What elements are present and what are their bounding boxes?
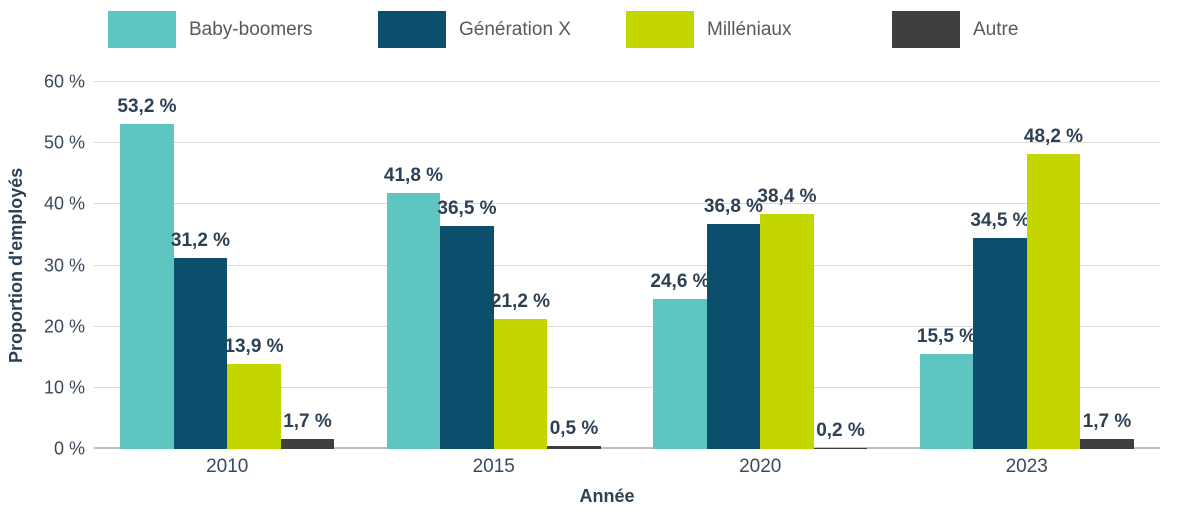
y-tick-label: 10 %	[43, 377, 85, 398]
legend-swatch-baby-boomers	[108, 11, 176, 48]
gridline	[94, 386, 1160, 388]
gridline	[94, 81, 1160, 82]
bar-baby-boomers-2023	[919, 354, 974, 449]
bar-value-label: 36,5 %	[437, 197, 497, 219]
legend-swatch-milleniaux	[626, 11, 694, 48]
gridline	[94, 203, 1160, 205]
bar-value-label: 36,8 %	[703, 195, 764, 217]
bar-milleniaux-2010	[227, 363, 281, 449]
x-tick-label-2010: 2010	[206, 456, 249, 477]
bar-value-label: 13,9 %	[224, 335, 284, 357]
bar-generation-x-2010	[173, 258, 228, 449]
x-tick-label-2020: 2020	[739, 456, 782, 477]
gridline	[94, 264, 1160, 266]
bar-value-label: 0,5 %	[549, 417, 599, 439]
y-tick-label: 30 %	[43, 255, 85, 275]
bar-autre-2010	[280, 438, 335, 449]
legend-item-autre: Autre	[892, 11, 1018, 48]
legend-item-milleniaux: Milléniaux	[626, 11, 791, 48]
y-tick-label: 50 %	[43, 132, 85, 153]
bar-baby-boomers-2010	[120, 123, 174, 449]
y-tick-label: 40 %	[43, 193, 85, 214]
plot-area: 53,2 % 31,2 % 13,9 % 1,7 % 41,8 % 36,5 % 21,2 …	[94, 81, 1160, 449]
bar-autre-2023	[1080, 438, 1134, 449]
bar-value-label: 48,2 %	[1023, 126, 1084, 148]
legend-swatch-autre	[892, 11, 960, 48]
bar-baby-boomers-2020	[653, 298, 707, 449]
bar-value-label: 0,2 %	[816, 419, 865, 441]
y-tick-label: 0 %	[53, 438, 85, 459]
x-axis-title: Année	[579, 486, 635, 506]
bar-value-label: 38,4 %	[757, 186, 817, 208]
bar-value-label: 21,2 %	[490, 291, 551, 313]
y-axis-tick-labels: 0 % 10 % 20 % 30 % 40 % 50 % 60 %	[0, 72, 85, 459]
bar-milleniaux-2015	[493, 319, 548, 449]
bar-value-label: 1,7 %	[1082, 410, 1132, 432]
bar-value-label: 15,5 %	[916, 326, 977, 348]
bar-value-label: 34,5 %	[970, 209, 1030, 231]
y-tick-label: 20 %	[43, 316, 85, 337]
legend-label: Autre	[973, 18, 1019, 40]
gridline	[94, 325, 1160, 327]
bar-generation-x-2023	[973, 237, 1027, 449]
gridline	[94, 142, 1160, 144]
bar-milleniaux-2023	[1026, 154, 1081, 449]
legend-label: Milléniaux	[707, 18, 792, 40]
bar-baby-boomers-2015	[386, 193, 441, 449]
bar-value-label: 31,2 %	[170, 230, 231, 252]
bar-value-label: 53,2 %	[117, 95, 177, 117]
bar-generation-x-2015	[440, 225, 494, 449]
bar-generation-x-2020	[706, 223, 761, 449]
legend-item-baby-boomers: Baby-boomers	[108, 11, 313, 48]
legend-item-generation-x: Génération X	[378, 11, 571, 48]
legend-swatch-generation-x	[378, 11, 446, 48]
x-tick-label-2015: 2015	[472, 456, 515, 477]
x-axis-line	[94, 447, 1160, 449]
bar-value-label: 24,6 %	[650, 270, 710, 292]
legend-label: Génération X	[459, 18, 571, 40]
x-tick-label-2023: 2023	[1005, 456, 1048, 477]
bar-milleniaux-2020	[760, 214, 814, 449]
legend-label: Baby-boomers	[189, 18, 313, 40]
y-tick-label: 60 %	[43, 71, 85, 92]
bar-value-label: 41,8 %	[383, 165, 444, 187]
bar-autre-2015	[547, 445, 601, 449]
bar-autre-2020	[813, 447, 868, 449]
bar-value-label: 1,7 %	[283, 410, 332, 432]
